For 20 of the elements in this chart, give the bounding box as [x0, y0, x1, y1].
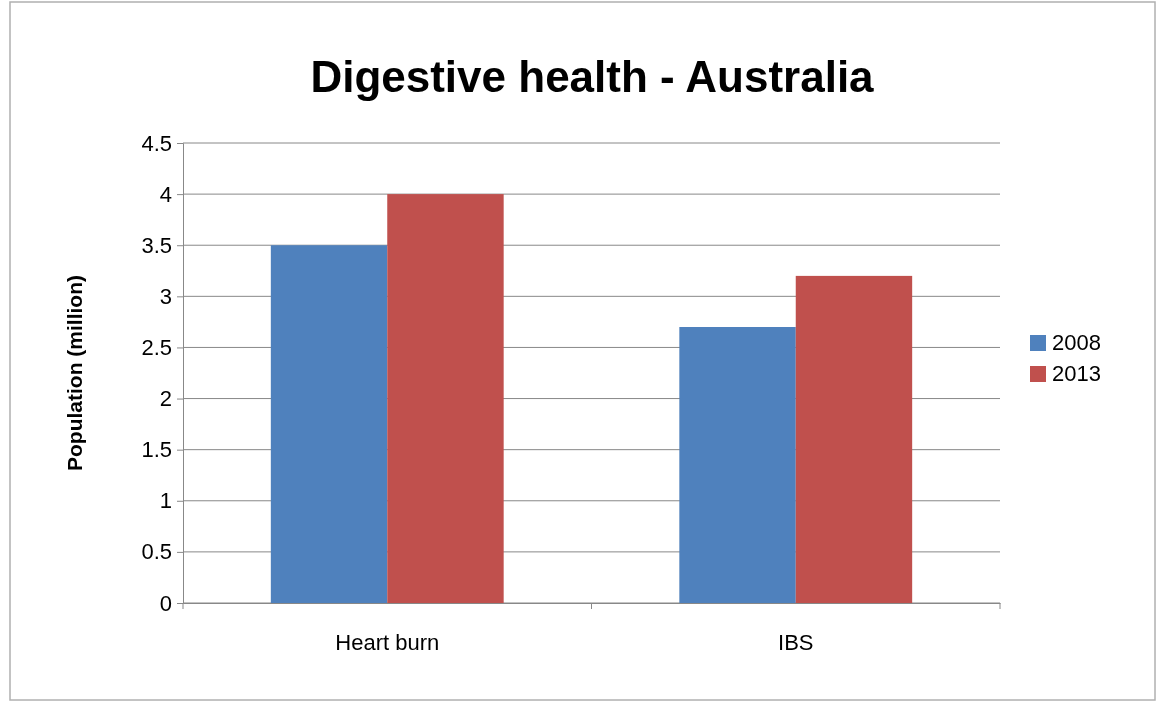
y-tick-label: 3 — [159, 283, 172, 309]
bar — [795, 275, 913, 603]
y-tick-label: 2.5 — [141, 334, 172, 360]
y-tick-label: 0 — [159, 590, 172, 616]
y-axis-title: Population (million) — [63, 275, 86, 471]
x-tick-label: Heart burn — [335, 630, 440, 655]
bar — [270, 245, 388, 603]
bar — [387, 194, 504, 603]
y-tick-label: 1.5 — [141, 437, 172, 463]
legend-label: 2013 — [1052, 361, 1101, 386]
y-tick-label: 2 — [159, 386, 172, 412]
y-tick-label: 1 — [159, 488, 172, 514]
y-tick-label: 4 — [159, 181, 172, 207]
legend-label: 2008 — [1052, 330, 1101, 355]
y-tick-label: 0.5 — [141, 539, 172, 565]
y-tick-label: 3.5 — [141, 232, 172, 258]
y-tick-label: 4.5 — [141, 130, 172, 156]
x-tick-label: IBS — [778, 630, 814, 655]
chart-title: Digestive health - Australia — [310, 52, 875, 101]
bar — [679, 327, 796, 603]
